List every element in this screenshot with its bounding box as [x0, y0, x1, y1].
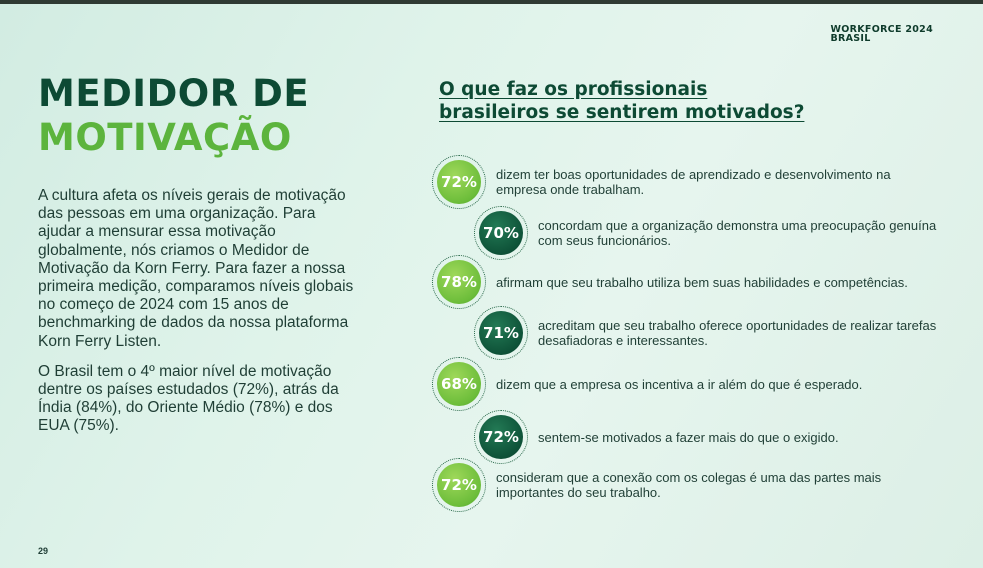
stat-badge: 72% [432, 155, 486, 209]
stat-item: 78% afirmam que seu trabalho utiliza bem… [432, 255, 972, 309]
stat-value: 72% [437, 463, 481, 507]
stat-value: 68% [437, 362, 481, 406]
stat-value: 78% [437, 260, 481, 304]
stat-description: afirmam que seu trabalho utiliza bem sua… [496, 274, 908, 290]
stat-description: acreditam que seu trabalho oferece oport… [538, 318, 937, 348]
intro-paragraph-2: O Brasil tem o 4º maior nível de motivaç… [38, 362, 339, 435]
brand-line-2: BRASIL [830, 33, 871, 44]
stat-badge: 70% [474, 206, 528, 260]
title-line-1: MEDIDOR DE [38, 72, 310, 115]
stat-item: 72% dizem ter boas oportunidades de apre… [432, 155, 942, 209]
stat-badge: 71% [474, 306, 528, 360]
stat-item: 68% dizem que a empresa os incentiva a i… [432, 357, 942, 411]
stat-description: concordam que a organização demonstra um… [538, 218, 937, 248]
stat-description: dizem ter boas oportunidades de aprendiz… [496, 167, 891, 197]
stat-badge: 78% [432, 255, 486, 309]
stat-item: 72% sentem-se motivados a fazer mais do … [474, 410, 944, 464]
stat-badge: 68% [432, 357, 486, 411]
stat-badge: 72% [474, 410, 528, 464]
stat-value: 71% [479, 311, 523, 355]
intro-text: A cultura afeta os níveis gerais de moti… [38, 187, 358, 448]
brand-line-1: WORKFORCE 2024 [830, 24, 933, 35]
brand-label: WORKFORCE 2024 BRASIL [830, 24, 933, 44]
stat-item: 70% concordam que a organização demonstr… [474, 206, 944, 260]
title-line-2: MOTIVAÇÃO [38, 116, 292, 159]
top-bar [0, 0, 983, 4]
stat-value: 70% [479, 211, 523, 255]
section-question: O que faz os profissionais brasileiros s… [439, 78, 804, 124]
intro-paragraph-1: A cultura afeta os níveis gerais de moti… [38, 187, 354, 350]
question-line-1: O que faz os profissionais [439, 79, 708, 100]
stat-badge: 72% [432, 458, 486, 512]
stat-value: 72% [437, 160, 481, 204]
question-line-2: brasileiros se sentirem motivados? [439, 102, 805, 123]
stat-item: 71% acreditam que seu trabalho oferece o… [474, 306, 944, 360]
stat-item: 72% consideram que a conexão com os cole… [432, 458, 942, 512]
page-number: 29 [38, 546, 49, 556]
page-title: MEDIDOR DE MOTIVAÇÃO [38, 72, 309, 160]
stat-description: dizem que a empresa os incentiva a ir al… [496, 376, 863, 392]
stat-description: sentem-se motivados a fazer mais do que … [538, 429, 839, 445]
stat-description: consideram que a conexão com os colegas … [496, 470, 882, 500]
stat-value: 72% [479, 415, 523, 459]
